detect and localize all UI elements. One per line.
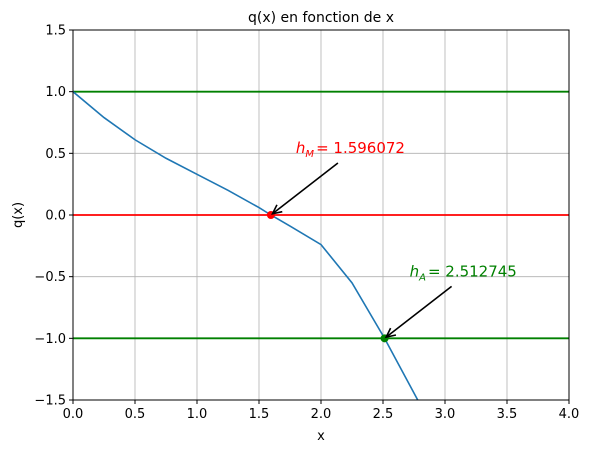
annotation-text: = 1.596072	[316, 139, 405, 157]
plot-area	[73, 90, 569, 400]
annotation-arrow	[272, 162, 339, 215]
chart-title: q(x) en fonction de x	[248, 10, 394, 26]
x-axis-label: x	[317, 429, 325, 444]
annotation-arrow	[385, 285, 453, 338]
annotation-subscript: M	[305, 149, 314, 160]
curve	[73, 91, 419, 400]
arrow-head	[271, 204, 283, 215]
y-tick-label: 1.5	[45, 24, 66, 39]
x-tick-label: 4.0	[559, 407, 580, 422]
y-tick-label: 0.0	[45, 209, 66, 224]
x-tick-label: 2.0	[311, 407, 332, 422]
annotation-symbol: h	[410, 262, 420, 280]
x-tick-label: 0.5	[125, 407, 146, 422]
y-tick-label: −0.5	[34, 270, 66, 285]
x-tick-label: 2.5	[373, 407, 394, 422]
x-tick-label: 3.0	[435, 407, 456, 422]
arrow-head	[384, 327, 397, 339]
annotation-symbol: h	[296, 139, 306, 157]
plot-frame	[72, 29, 570, 401]
x-tick-label: 1.0	[187, 407, 208, 422]
y-tick-label: 1.0	[45, 85, 66, 100]
annotation-subscript: A	[418, 272, 426, 283]
y-tick-label: −1.0	[34, 332, 66, 347]
annotation: hM = 1.596072	[296, 139, 405, 160]
annotation: hA = 2.512745	[410, 262, 517, 283]
y-axis-label: q(x)	[11, 202, 26, 228]
x-tick-label: 0.0	[63, 407, 84, 422]
x-tick-label: 3.5	[497, 407, 518, 422]
annotation-text: = 2.512745	[428, 262, 517, 280]
x-tick-label: 1.5	[249, 407, 270, 422]
y-tick-label: −1.5	[34, 394, 66, 409]
y-tick-label: 0.5	[45, 147, 66, 162]
